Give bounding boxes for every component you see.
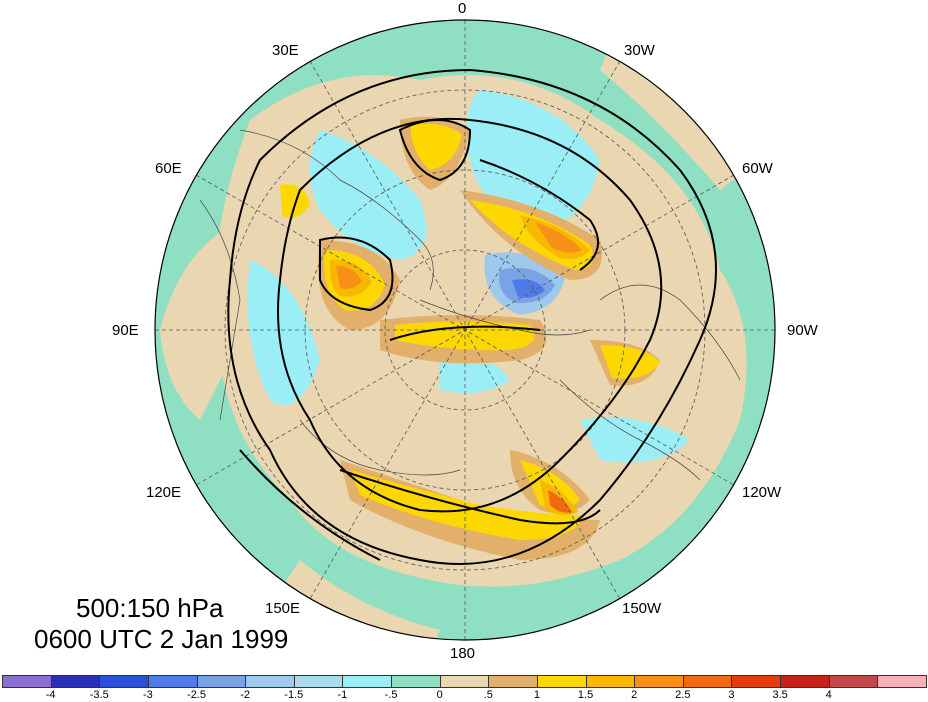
colorbar-swatch — [877, 675, 927, 688]
colorbar-tick-label: -3.5 — [89, 689, 109, 701]
title-levels: 500:150 hPa — [76, 593, 224, 623]
colorbar-tick-label: 1 — [533, 689, 540, 701]
colorbar: -4 -3.5 -3 -2.5 -2 -1.5 -1 -.5 0 .5 1 1.5 2 2.5 3 3.5 4 — [0, 675, 928, 702]
colorbar-swatch — [342, 675, 393, 688]
colorbar-swatch — [439, 675, 490, 688]
colorbar-tick-label: 1.5 — [577, 689, 594, 701]
colorbar-tick-label: -1.5 — [284, 689, 304, 701]
lon-label-90e: 90E — [112, 322, 139, 339]
lon-label-90w: 90W — [787, 322, 818, 339]
colorbar-swatch — [2, 675, 52, 688]
colorbar-tick-label: 2.5 — [675, 689, 691, 701]
colorbar-swatch — [682, 675, 733, 688]
colorbar-swatch — [488, 675, 538, 688]
lon-label-150e: 150E — [265, 600, 301, 617]
lon-label-150w: 150W — [622, 600, 662, 617]
lon-label-60w: 60W — [742, 160, 773, 177]
colorbar-swatch — [391, 675, 441, 688]
colorbar-tick-label: -2.5 — [187, 689, 206, 701]
colorbar-swatch — [634, 675, 684, 688]
colorbar-tick-label: .5 — [483, 689, 493, 701]
lon-label-120e: 120E — [146, 484, 182, 501]
map-border — [154, 19, 776, 641]
colorbar-tick-label: 4 — [825, 689, 832, 701]
colorbar-tick-label: -.5 — [384, 689, 398, 701]
lon-label-120w: 120W — [742, 484, 782, 501]
colorbar-swatch — [147, 675, 198, 688]
contour-lines — [227, 68, 717, 565]
map-field — [155, 20, 775, 640]
lon-label-60e: 60E — [155, 160, 182, 177]
colorbar-swatch — [196, 675, 247, 688]
colorbar-tick-label: -2 — [240, 689, 251, 701]
lon-label-180: 180 — [450, 645, 476, 662]
coastlines — [199, 129, 741, 481]
colorbar-tick-label: -1 — [337, 689, 348, 701]
title-datetime: 0600 UTC 2 Jan 1999 — [34, 624, 289, 654]
colorbar-swatch — [585, 675, 636, 688]
colorbar-swatch — [731, 675, 782, 688]
lon-label-30w: 30W — [624, 42, 655, 59]
colorbar-tick-label: 3 — [728, 689, 735, 701]
colorbar-swatch — [99, 675, 149, 688]
colorbar-tick-label: 0 — [436, 689, 443, 701]
colorbar-swatch — [828, 675, 879, 688]
colorbar-tick-label: 3.5 — [772, 689, 788, 701]
colorbar-swatch — [245, 675, 295, 688]
lon-label-0: 0 — [458, 0, 467, 17]
colorbar-swatch — [293, 675, 344, 688]
colorbar-swatch — [536, 675, 587, 688]
colorbar-tick-label: -4 — [45, 689, 56, 701]
colorbar-tick-label: -3 — [143, 689, 153, 701]
colorbar-swatch — [780, 675, 830, 688]
lon-label-30e: 30E — [272, 42, 299, 59]
colorbar-tick-label: 2 — [631, 689, 638, 701]
colorbar-swatch — [50, 675, 101, 688]
